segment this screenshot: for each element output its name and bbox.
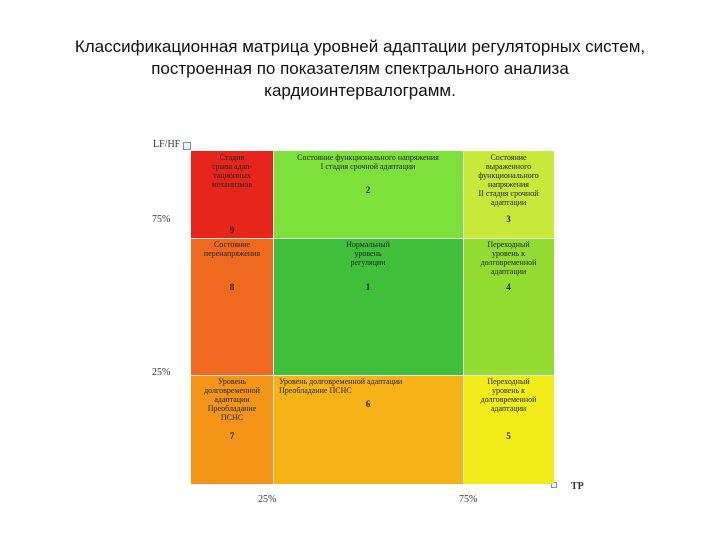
x-tick-25: 25% xyxy=(258,494,277,505)
cell-number: 5 xyxy=(506,431,511,441)
cell-label: Состояние перенапряжения xyxy=(203,240,261,258)
cell-label: Уровень долговременной адаптации Преобла… xyxy=(204,377,260,422)
cell-normal-regulation: Нормальный уровень регуляции 1 xyxy=(273,238,463,375)
cell-number: 8 xyxy=(229,282,235,292)
corner-marker-icon xyxy=(551,482,557,488)
cell-number: 4 xyxy=(506,282,511,292)
cell-long-term-adaptation-psns: Уровень долговременной адаптации Преобла… xyxy=(273,375,463,484)
divider xyxy=(273,151,274,484)
classification-matrix: Стадия срыва адап- тационных механизмов … xyxy=(191,151,554,484)
cell-functional-tension-2: Состояние выраженного функционального на… xyxy=(463,151,554,238)
cell-label: Уровень долговременной адаптации Преобла… xyxy=(279,377,403,395)
cell-adaptation-breakdown: Стадия срыва адап- тационных механизмов … xyxy=(191,151,273,238)
title-line-1: Классификационная матрица уровней адапта… xyxy=(74,37,646,56)
page-title: Классификационная матрица уровней адапта… xyxy=(30,36,690,102)
title-line-3: кардиоинтервалограмм. xyxy=(264,81,456,100)
cell-number: 6 xyxy=(365,399,371,409)
cell-label: Состояние выраженного функционального на… xyxy=(478,153,539,207)
cell-label: Переходный уровень к долговременной адап… xyxy=(480,240,537,276)
cell-label: Состояние функционального напряжения I с… xyxy=(297,153,439,171)
cell-long-term-psns-dominance: Уровень долговременной адаптации Преобла… xyxy=(191,375,273,484)
cell-label: Стадия срыва адап- тационных механизмов xyxy=(211,153,253,189)
divider xyxy=(191,238,554,239)
y-tick-25: 25% xyxy=(152,367,171,378)
cell-transition-long-term: Переходный уровень к долговременной адап… xyxy=(463,238,554,375)
cell-label: Нормальный уровень регуляции xyxy=(346,240,390,267)
cell-number: 2 xyxy=(365,185,371,195)
cell-number: 3 xyxy=(506,214,511,224)
cell-transition-long-term-2: Переходный уровень к долговременной адап… xyxy=(463,375,554,484)
y-tick-75: 75% xyxy=(152,214,171,225)
divider xyxy=(463,151,464,484)
cell-number: 1 xyxy=(365,282,371,292)
expand-icon xyxy=(183,142,191,150)
cell-functional-tension-1: Состояние функционального напряжения I с… xyxy=(273,151,463,238)
cell-label: Переходный уровень к долговременной адап… xyxy=(480,377,537,413)
y-axis-label: LF/HF xyxy=(153,139,181,150)
divider xyxy=(191,375,554,376)
x-tick-75: 75% xyxy=(459,494,478,505)
x-axis-label: TP xyxy=(571,481,584,492)
title-line-2: построенная по показателям спектрального… xyxy=(151,59,569,78)
cell-number: 7 xyxy=(229,431,235,441)
cell-overstrain: Состояние перенапряжения 8 xyxy=(191,238,273,375)
cell-number: 9 xyxy=(229,225,235,235)
